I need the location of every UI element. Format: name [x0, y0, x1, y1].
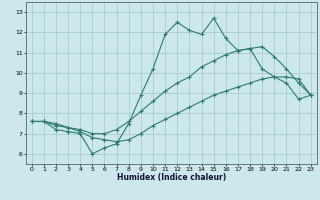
X-axis label: Humidex (Indice chaleur): Humidex (Indice chaleur) — [116, 173, 226, 182]
